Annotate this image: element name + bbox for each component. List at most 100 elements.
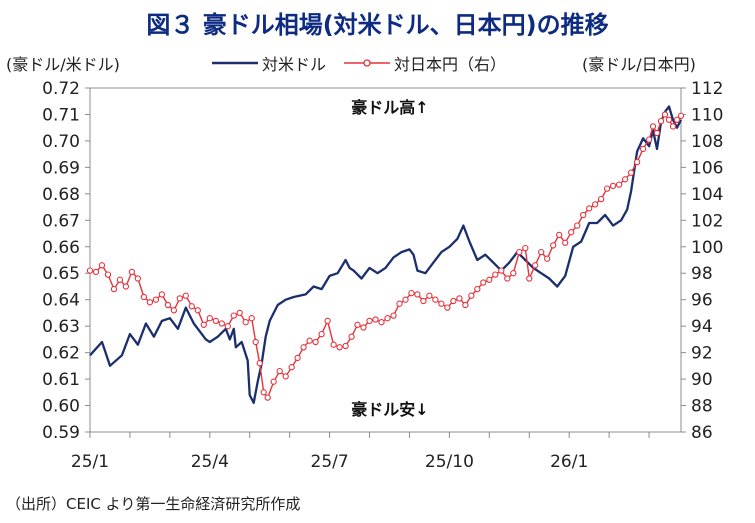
legend-label-usd: 対米ドル xyxy=(262,55,327,74)
series-point-jpy xyxy=(276,367,283,375)
series-point-jpy xyxy=(342,342,349,350)
y-tick-label-right: 92 xyxy=(691,344,713,364)
series-point-jpy xyxy=(426,292,433,299)
series-point-jpy xyxy=(444,304,451,311)
series-point-jpy xyxy=(621,176,629,183)
y-tick-label-left: 0.65 xyxy=(42,264,80,284)
series-point-jpy xyxy=(661,111,669,118)
y-tick-label-left: 0.68 xyxy=(42,185,80,205)
legend-item-jpy: 対日本円（右） xyxy=(344,51,506,75)
y-tick-label-right: 96 xyxy=(691,291,713,311)
series-point-jpy xyxy=(657,117,665,125)
series-point-jpy xyxy=(206,315,213,322)
series-point-jpy xyxy=(562,239,569,246)
series-point-jpy xyxy=(597,195,605,203)
series-point-jpy xyxy=(522,244,529,252)
series-point-jpy xyxy=(633,158,641,166)
y-tick-label-left: 0.72 xyxy=(42,79,80,99)
y-tick-label-right: 108 xyxy=(691,132,723,152)
x-tick-label: 25/4 xyxy=(191,452,229,472)
series-point-jpy xyxy=(110,285,118,293)
x-tick-label: 25/7 xyxy=(311,452,349,472)
series-point-jpy xyxy=(282,373,289,380)
y-tick-label-left: 0.71 xyxy=(42,105,80,125)
series-point-jpy xyxy=(194,307,201,314)
x-tick-label: 25/10 xyxy=(425,452,474,472)
series-point-jpy xyxy=(236,309,243,317)
y-tick-label-left: 0.61 xyxy=(42,370,80,390)
series-point-jpy xyxy=(510,270,517,277)
series-line-usd xyxy=(89,105,683,405)
series-point-jpy xyxy=(586,205,593,212)
x-tick-label: 25/1 xyxy=(71,452,109,472)
series-point-jpy xyxy=(200,321,207,328)
series-point-jpy xyxy=(134,275,142,282)
series-point-jpy xyxy=(158,291,166,298)
series-point-jpy xyxy=(170,307,178,314)
series-point-jpy xyxy=(450,297,457,305)
series-point-jpy xyxy=(468,292,475,299)
series-point-jpy xyxy=(212,317,219,325)
legend-item-usd: 対米ドル xyxy=(212,51,326,75)
series-point-jpy xyxy=(538,248,545,256)
series-point-jpy xyxy=(330,341,337,348)
y-tick-label-left: 0.67 xyxy=(42,211,80,231)
series-point-jpy xyxy=(492,271,499,278)
series-point-jpy xyxy=(270,378,277,385)
y-tick-label-right: 100 xyxy=(691,238,723,258)
series-point-jpy xyxy=(252,338,259,346)
series-point-jpy xyxy=(645,136,653,143)
series-point-jpy xyxy=(140,293,148,301)
series-point-jpy xyxy=(152,296,160,303)
series-point-jpy xyxy=(532,262,539,269)
series-point-jpy xyxy=(354,321,361,328)
series-point-jpy xyxy=(312,338,319,346)
series-point-jpy xyxy=(438,300,445,307)
series-point-jpy xyxy=(348,333,355,340)
series-point-jpy xyxy=(615,181,623,188)
series-point-jpy xyxy=(462,301,469,309)
series-point-jpy xyxy=(230,312,237,319)
y-tick-label-left: 0.62 xyxy=(42,344,80,364)
series-point-jpy xyxy=(122,283,130,290)
series-point-jpy xyxy=(474,285,481,293)
series-point-jpy xyxy=(224,323,231,330)
series-point-jpy xyxy=(336,344,343,351)
series-point-jpy xyxy=(390,312,397,319)
y-tick-label-right: 90 xyxy=(691,370,713,390)
series-point-jpy xyxy=(580,211,587,219)
series-point-jpy xyxy=(669,123,677,130)
y-tick-label-right: 112 xyxy=(691,79,723,99)
series-point-jpy xyxy=(164,301,172,309)
series-point-jpy xyxy=(504,275,511,282)
series-point-jpy xyxy=(176,295,183,302)
series-point-jpy xyxy=(104,271,112,278)
series-point-jpy xyxy=(653,129,661,137)
y-tick-label-left: 0.59 xyxy=(42,423,80,443)
series-point-jpy xyxy=(242,319,249,326)
series-point-jpy xyxy=(182,292,189,299)
series-point-jpy xyxy=(146,299,154,306)
y-tick-label-left: 0.63 xyxy=(42,317,80,337)
right-axis-unit: (豪ドル/日本円) xyxy=(582,55,696,74)
x-tick-label: 26/1 xyxy=(550,452,588,472)
series-point-jpy xyxy=(480,279,487,286)
series-point-jpy xyxy=(649,123,657,130)
y-tick-label-right: 106 xyxy=(691,158,723,178)
series-point-jpy xyxy=(550,242,557,249)
series-line-jpy xyxy=(89,113,682,399)
series-point-jpy xyxy=(408,289,415,297)
series-point-jpy xyxy=(432,296,439,303)
series-point-jpy xyxy=(116,276,124,283)
series-point-jpy xyxy=(128,268,136,276)
series-point-jpy xyxy=(218,320,225,327)
series-point-jpy xyxy=(486,276,493,283)
y-tick-label-left: 0.69 xyxy=(42,158,80,178)
chart-title: 図３ 豪ドル相場(対米ドル、日本円)の推移 xyxy=(146,11,609,39)
y-tick-label-left: 0.60 xyxy=(42,397,80,417)
series-point-jpy xyxy=(498,267,505,274)
series-point-jpy xyxy=(396,300,403,307)
series-point-jpy xyxy=(372,316,379,323)
series-point-jpy xyxy=(188,303,195,310)
